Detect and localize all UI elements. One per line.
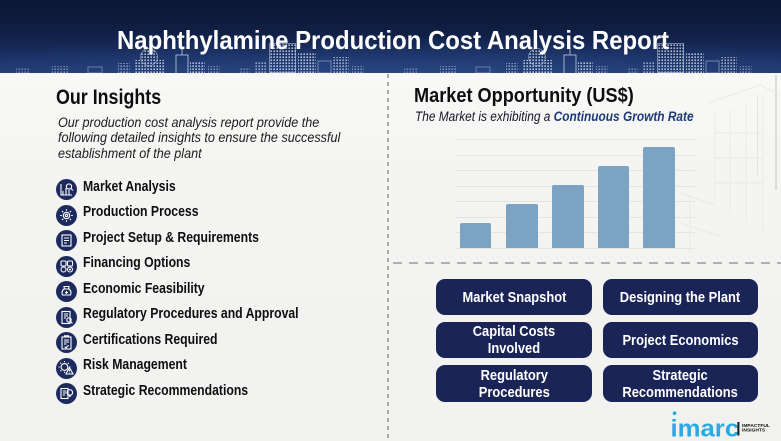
svg-text:IMPACTFUL: IMPACTFUL <box>742 423 770 429</box>
svg-text:imarc: imarc <box>671 415 740 441</box>
svg-text:INSIGHTS: INSIGHTS <box>742 428 766 434</box>
